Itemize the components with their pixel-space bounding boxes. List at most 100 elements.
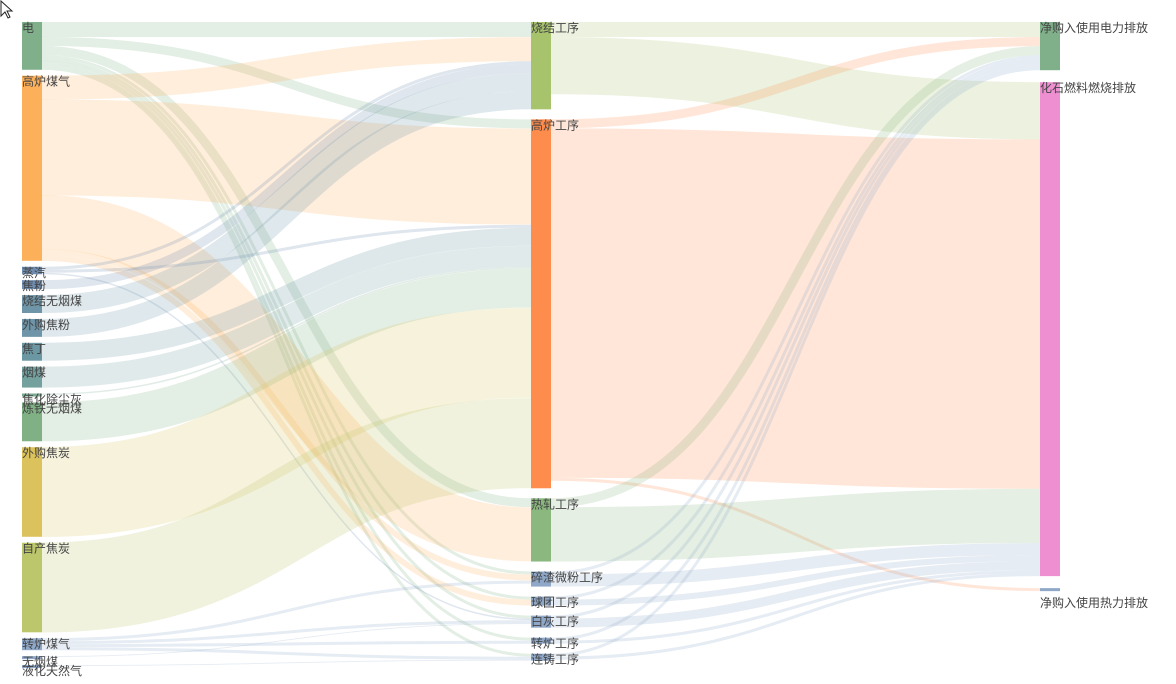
- node-label: 烧结工序: [531, 20, 579, 35]
- node-label: 焦丁: [22, 342, 46, 356]
- sankey-link: [550, 58, 1041, 600]
- sankey-node[interactable]: [22, 266, 42, 275]
- sankey-link: [550, 555, 1041, 606]
- sankey-node[interactable]: [22, 295, 42, 313]
- sankey-node[interactable]: [531, 498, 551, 562]
- sankey-link: [550, 61, 1041, 619]
- sankey-node[interactable]: [22, 656, 42, 660]
- sankey-node[interactable]: [22, 22, 42, 70]
- sankey-node[interactable]: [22, 75, 42, 261]
- sankey-link: [41, 61, 532, 270]
- sankey-link: [550, 128, 1041, 489]
- node-label: 白灰工序: [531, 614, 579, 629]
- sankey-link: [41, 99, 532, 225]
- node-label: 净购入使用热力排放: [1040, 595, 1148, 610]
- sankey-link: [41, 659, 532, 666]
- node-label: 无烟煤: [22, 655, 58, 669]
- sankey-link: [550, 542, 1041, 587]
- node-label: 转炉煤气: [22, 636, 70, 651]
- sankey-node[interactable]: [22, 665, 42, 669]
- node-layer: [22, 22, 1060, 669]
- node-label: 连铸工序: [531, 652, 579, 667]
- sankey-node[interactable]: [22, 638, 42, 651]
- sankey-link: [41, 268, 532, 442]
- sankey-link: [41, 37, 532, 100]
- sankey-node[interactable]: [1040, 82, 1060, 577]
- sankey-link: [41, 398, 532, 633]
- node-label: 焦粉: [22, 279, 46, 293]
- label-layer: 电高炉煤气蒸汽焦粉烧结无烟煤外购焦粉焦丁烟煤焦化除尘灰炼铁无烟煤外购焦炭自产焦炭…: [22, 20, 1148, 678]
- sankey-link: [41, 245, 532, 388]
- sankey-link: [41, 54, 532, 575]
- sankey-link: [550, 46, 1041, 508]
- sankey-link: [41, 45, 532, 508]
- sankey-link: [41, 254, 532, 606]
- node-label: 烧结无烟煤: [22, 294, 82, 308]
- node-label: 外购焦炭: [22, 445, 70, 460]
- sankey-link: [41, 64, 532, 290]
- node-label: 焦化除尘灰: [22, 392, 82, 407]
- sankey-link: [550, 477, 1041, 592]
- link-layer: [41, 21, 1041, 666]
- node-label: 碎渣微粉工序: [531, 570, 603, 585]
- sankey-node[interactable]: [1040, 22, 1060, 71]
- sankey-node[interactable]: [22, 447, 42, 537]
- node-label: 球团工序: [531, 595, 579, 610]
- sankey-link: [550, 488, 1041, 562]
- sankey-link: [41, 580, 532, 642]
- node-label: 外购焦粉: [22, 317, 70, 332]
- sankey-node[interactable]: [22, 393, 42, 397]
- sankey-node[interactable]: [531, 653, 551, 661]
- node-label: 液化天然气: [22, 663, 82, 678]
- sankey-link: [550, 570, 1041, 644]
- sankey-node[interactable]: [22, 366, 42, 388]
- node-label: 烟煤: [22, 366, 46, 380]
- sankey-link: [41, 36, 532, 129]
- node-label: 净购入使用电力排放: [1040, 20, 1148, 35]
- sankey-node[interactable]: [22, 402, 42, 442]
- mouse-cursor-icon: [0, 0, 14, 19]
- sankey-node[interactable]: [531, 637, 551, 644]
- sankey-link: [41, 224, 532, 273]
- sankey-link: [41, 266, 532, 396]
- sankey-link: [550, 67, 1041, 657]
- node-label: 电: [22, 21, 34, 35]
- sankey-node[interactable]: [531, 22, 551, 110]
- sankey-node[interactable]: [531, 571, 551, 587]
- sankey-link: [550, 55, 1041, 575]
- sankey-node[interactable]: [1040, 588, 1060, 592]
- sankey-link: [41, 63, 532, 641]
- node-label: 化石燃料燃烧排放: [1040, 80, 1136, 95]
- sankey-link: [41, 307, 532, 537]
- sankey-node[interactable]: [531, 596, 551, 606]
- sankey-link: [41, 248, 532, 581]
- sankey-link: [550, 37, 1041, 129]
- sankey-link: [550, 561, 1041, 628]
- sankey-link: [41, 647, 532, 660]
- node-label: 蒸汽: [22, 265, 46, 280]
- node-label: 高炉工序: [531, 117, 579, 132]
- sankey-node[interactable]: [531, 119, 551, 489]
- sankey-link: [41, 195, 532, 562]
- sankey-link: [41, 620, 532, 645]
- sankey-node[interactable]: [22, 342, 42, 361]
- sankey-node[interactable]: [531, 615, 551, 628]
- sankey-link: [41, 60, 532, 619]
- sankey-node[interactable]: [22, 318, 42, 337]
- node-label: 炼铁无烟煤: [22, 400, 82, 415]
- sankey-link: [41, 640, 532, 648]
- sankey-link: [41, 623, 532, 658]
- sankey-link: [41, 57, 532, 600]
- sankey-node[interactable]: [22, 542, 42, 633]
- sankey-link: [41, 91, 532, 337]
- sankey-link: [41, 66, 532, 657]
- sankey-link: [41, 272, 532, 621]
- node-label: 高炉煤气: [22, 74, 70, 89]
- sankey-node[interactable]: [22, 280, 42, 290]
- node-label: 转炉工序: [531, 636, 579, 651]
- sankey-link: [550, 37, 1041, 140]
- sankey-link: [550, 64, 1041, 641]
- sankey-link: [41, 227, 532, 361]
